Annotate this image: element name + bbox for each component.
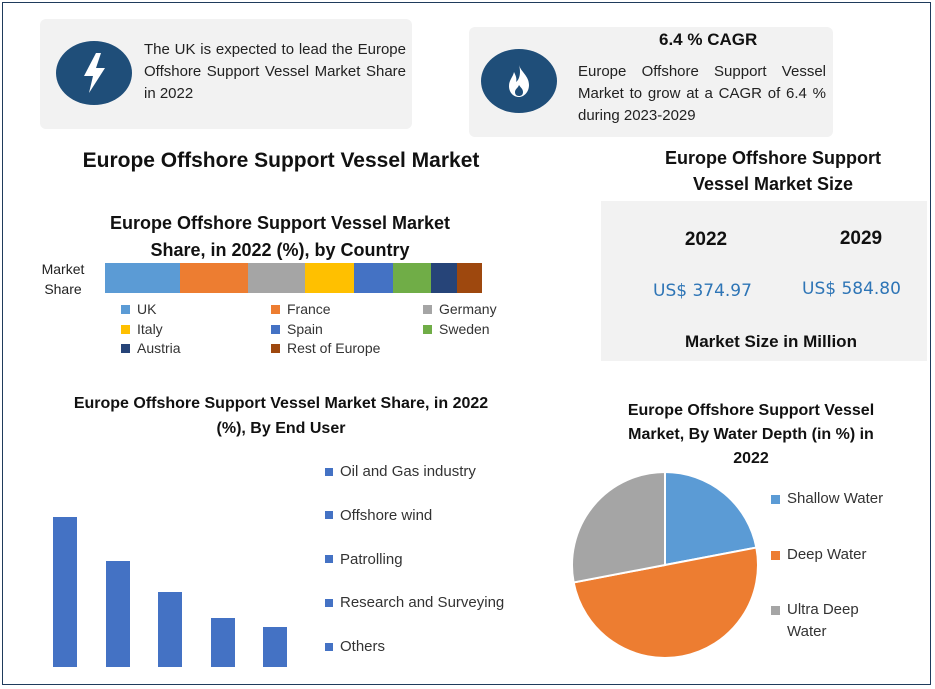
enduser-bar-chart — [43, 473, 303, 667]
legend-label: Oil and Gas industry — [340, 463, 476, 480]
legend-swatch — [121, 304, 130, 314]
bar-segment-germany — [248, 263, 305, 293]
legend-label: Austria — [137, 340, 181, 356]
legend-label: Offshore wind — [340, 506, 433, 524]
pie-slice-deep-water — [572, 546, 759, 659]
legend-swatch — [325, 467, 333, 476]
enduser-chart-title: Europe Offshore Support Vessel Market Sh… — [73, 395, 489, 437]
legend-label: Spain — [287, 321, 323, 337]
legend-swatch — [271, 304, 280, 314]
legend-swatch — [121, 343, 130, 353]
market-size-footer: Market Size in Million — [685, 332, 857, 351]
legend-label: France — [287, 301, 331, 317]
bar-others — [263, 626, 287, 667]
legend-swatch — [325, 642, 333, 651]
legend-item-shallow-water: Shallow Water — [771, 488, 906, 510]
legend-item-ultra-deep-water: Ultra Deep Water — [771, 599, 906, 643]
legend-item-austria: Austria — [121, 340, 181, 356]
market-size-year-2029: 2029 — [839, 228, 883, 249]
bar-segment-uk — [105, 263, 181, 293]
bar-research-and-surveying — [210, 617, 235, 667]
legend-item-spain: Spain — [271, 321, 323, 337]
legend-item-deep-water: Deep Water — [771, 544, 906, 566]
bar-oil-and-gas-industry — [53, 517, 77, 667]
legend-item-germany: Germany — [423, 301, 497, 317]
legend-item-others: Others — [325, 638, 385, 655]
water-depth-chart-title: Europe Offshore Support Vessel Market, B… — [627, 402, 875, 467]
market-size-value-2029: US$ 584.80 — [802, 279, 901, 299]
page-title: Europe Offshore Support Vessel Market — [82, 149, 480, 172]
legend-item-uk: UK — [121, 301, 156, 317]
legend-label: Ultra Deep Water — [787, 601, 859, 640]
legend-swatch — [121, 324, 130, 334]
market-size-value-2022: US$ 374.97 — [653, 281, 752, 301]
legend-label: Sweden — [439, 321, 490, 337]
market-size-year-2022: 2022 — [684, 229, 728, 250]
cagr-heading: 6.4 % CAGR — [659, 30, 758, 49]
legend-swatch — [325, 511, 333, 520]
bar-segment-austria — [431, 263, 458, 293]
legend-swatch — [271, 324, 280, 334]
legend-item-oil-and-gas-industry: Oil and Gas industry — [325, 463, 476, 480]
market-size-card: 2022 2029 US$ 374.97 US$ 584.80 Market S… — [601, 201, 927, 361]
legend-swatch — [271, 343, 280, 353]
legend-item-patrolling: Patrolling — [325, 551, 403, 568]
bar-segment-italy — [304, 263, 354, 293]
legend-label: UK — [137, 301, 157, 317]
bar-offshore-wind — [105, 560, 130, 667]
country-chart-category-label: Market Share — [41, 261, 85, 297]
legend-item-offshore-wind: Offshore wind — [325, 507, 432, 524]
legend-label: Shallow Water — [787, 490, 884, 507]
legend-label: Deep Water — [787, 546, 867, 563]
water-depth-pie-chart — [571, 470, 759, 659]
country-chart-title: Europe Offshore Support Vessel Market Sh… — [109, 213, 451, 260]
legend-swatch — [771, 606, 780, 615]
legend-item-france: France — [271, 301, 331, 317]
legend-swatch — [423, 324, 432, 334]
bar-segment-sweden — [393, 263, 432, 293]
bar-segment-rest-of-europe — [457, 263, 482, 293]
legend-label: Rest of Europe — [287, 340, 381, 356]
legend-item-research-and-surveying: Research and Surveying — [325, 594, 504, 611]
legend-label: Italy — [137, 321, 163, 337]
bar-patrolling — [158, 592, 182, 667]
legend-swatch — [325, 598, 333, 607]
legend-label: Others — [340, 638, 386, 656]
uk-callout-text: The UK is expected to lead the Europe Of… — [144, 41, 406, 102]
legend-item-sweden: Sweden — [423, 321, 490, 337]
legend-swatch — [771, 551, 780, 560]
bar-segment-spain — [353, 263, 394, 293]
market-size-title: Europe Offshore Support Vessel Market Si… — [665, 148, 881, 194]
lightning-bolt-icon — [56, 41, 132, 105]
legend-label: Germany — [439, 301, 497, 317]
cagr-callout-card: 6.4 % CAGR Europe Offshore Support Vesse… — [469, 27, 833, 137]
legend-swatch — [771, 495, 780, 504]
legend-label: Patrolling — [340, 550, 403, 568]
uk-callout-card: The UK is expected to lead the Europe Of… — [40, 19, 412, 129]
cagr-callout-text: Europe Offshore Support Vessel Market to… — [578, 63, 826, 124]
legend-swatch — [325, 555, 333, 564]
country-stacked-bar — [105, 263, 482, 293]
bar-segment-france — [180, 263, 249, 293]
pie-slice-ultra-deep-water — [571, 470, 666, 584]
legend-item-italy: Italy — [121, 321, 163, 337]
pie-slice-shallow-water — [664, 470, 758, 567]
flame-icon — [481, 49, 557, 113]
legend-item-rest-of-europe: Rest of Europe — [271, 340, 380, 356]
legend-swatch — [423, 304, 432, 314]
legend-label: Research and Surveying — [340, 594, 505, 612]
